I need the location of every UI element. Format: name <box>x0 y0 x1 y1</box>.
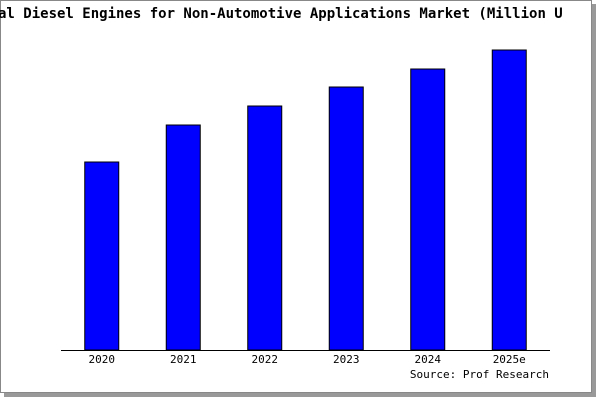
chart-title: al Diesel Engines for Non-Automotive App… <box>0 6 563 22</box>
x-tick-label: 2024 <box>415 353 442 366</box>
source-note: Source: Prof Research <box>410 368 549 381</box>
bar <box>491 49 527 351</box>
x-tick-label: 2020 <box>89 353 116 366</box>
x-tick-label: 2022 <box>252 353 279 366</box>
x-tick-label: 2021 <box>170 353 197 366</box>
bar <box>84 161 120 351</box>
x-tick-label: 2023 <box>333 353 360 366</box>
x-tick-label: 2025e <box>493 353 526 366</box>
bar <box>247 105 283 351</box>
bar <box>328 86 364 351</box>
bar <box>410 68 446 351</box>
bar <box>165 124 201 351</box>
